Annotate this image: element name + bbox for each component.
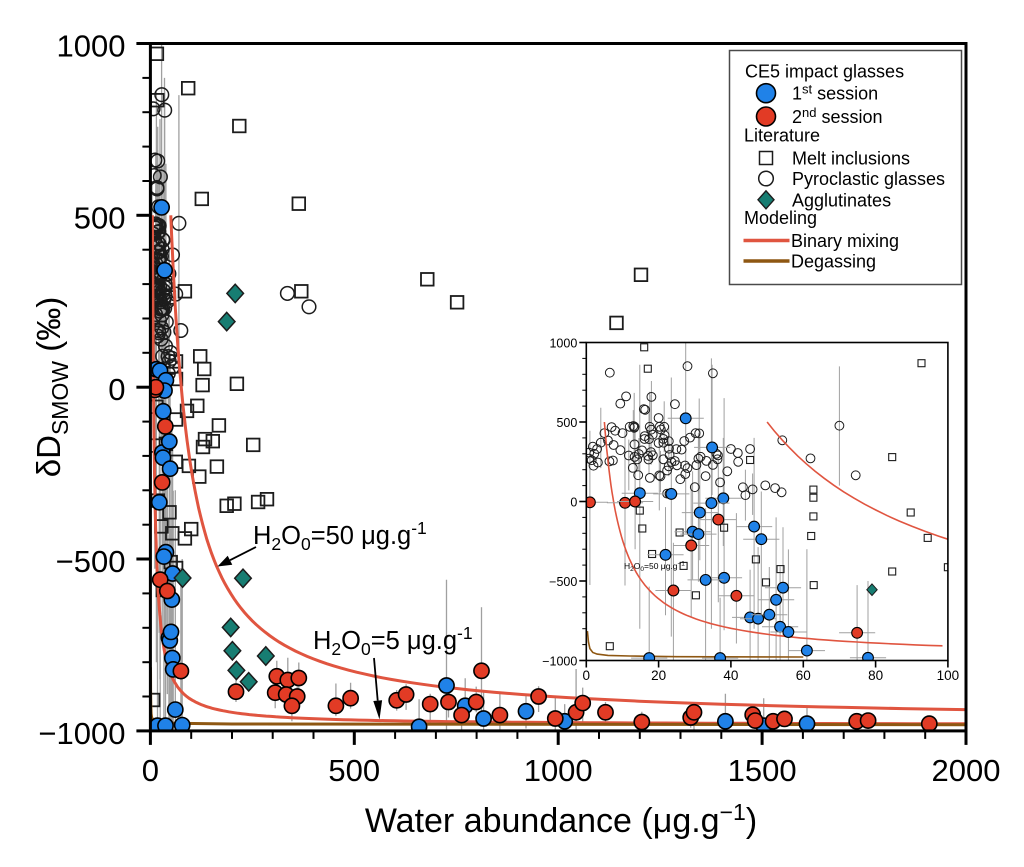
svg-text:−500: −500: [549, 575, 577, 589]
svg-text:500: 500: [74, 200, 126, 235]
svg-text:0: 0: [108, 372, 125, 407]
svg-text:−1000: −1000: [542, 655, 577, 669]
svg-text:H2O0=50 μg.g-1: H2O0=50 μg.g-1: [253, 518, 427, 554]
svg-text:1000: 1000: [549, 337, 577, 351]
svg-text:100: 100: [937, 668, 960, 683]
svg-text:0: 0: [570, 496, 577, 510]
svg-text:1000: 1000: [57, 29, 126, 64]
svg-text:Degassing: Degassing: [791, 252, 876, 272]
svg-text:H2O0=50 μg.g−1: H2O0=50 μg.g−1: [624, 561, 685, 574]
svg-text:Agglutinates: Agglutinates: [792, 190, 891, 210]
svg-text:20: 20: [651, 668, 666, 683]
svg-text:Modeling: Modeling: [744, 208, 817, 228]
svg-text:80: 80: [868, 668, 883, 683]
svg-text:−1000: −1000: [38, 716, 125, 751]
svg-text:Binary mixing: Binary mixing: [791, 231, 899, 251]
svg-text:1st session: 1st session: [792, 82, 878, 104]
svg-text:0: 0: [142, 753, 159, 788]
svg-text:1500: 1500: [728, 753, 797, 788]
svg-text:0: 0: [583, 668, 591, 683]
svg-text:500: 500: [556, 416, 577, 430]
svg-text:60: 60: [796, 668, 811, 683]
svg-text:−500: −500: [56, 544, 126, 579]
svg-text:Literature: Literature: [744, 126, 820, 146]
svg-text:CE5 impact glasses: CE5 impact glasses: [745, 62, 904, 82]
svg-text:Melt inclusions: Melt inclusions: [792, 149, 910, 169]
svg-text:40: 40: [723, 668, 738, 683]
svg-text:1000: 1000: [524, 753, 593, 788]
svg-text:Pyroclastic glasses: Pyroclastic glasses: [792, 169, 945, 189]
svg-text:500: 500: [328, 753, 380, 788]
svg-text:Water abundance (μg.g−1): Water abundance (μg.g−1): [365, 799, 757, 840]
svg-text:2000: 2000: [932, 753, 1001, 788]
